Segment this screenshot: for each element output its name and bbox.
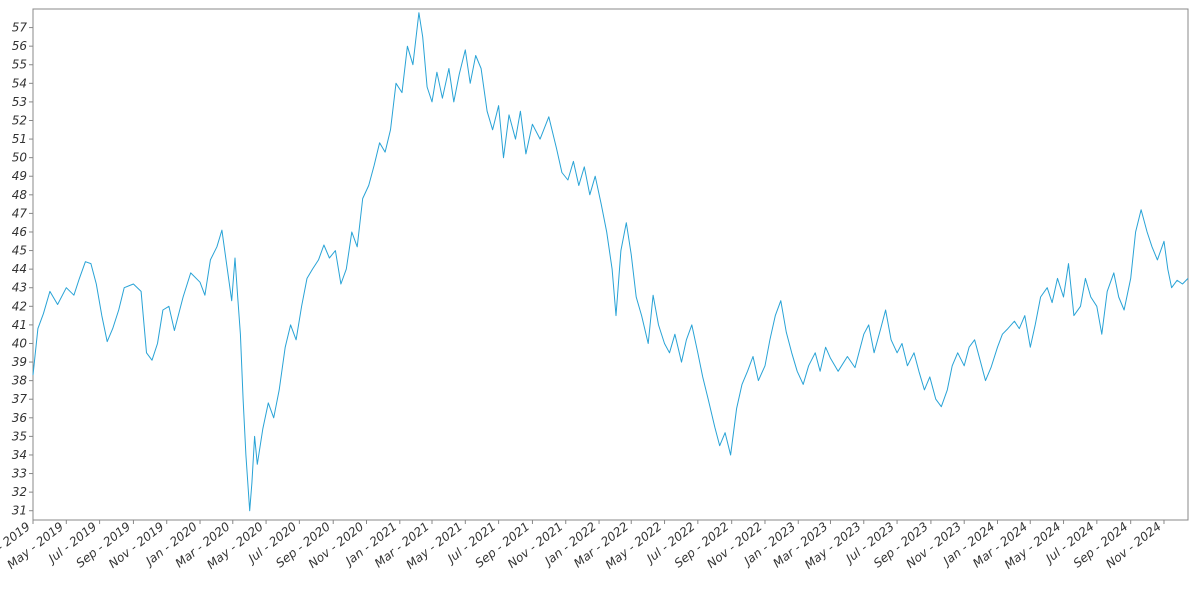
y-tick-label: 56 bbox=[12, 39, 28, 53]
y-tick-label: 38 bbox=[12, 374, 28, 388]
plot-area-frame bbox=[32, 8, 1189, 521]
y-tick-label: 33 bbox=[12, 467, 27, 481]
y-tick-label: 31 bbox=[12, 504, 27, 518]
y-tick-label: 37 bbox=[12, 392, 28, 406]
y-tick-label: 43 bbox=[12, 281, 27, 295]
y-tick-label: 41 bbox=[12, 318, 27, 332]
y-tick-label: 51 bbox=[12, 132, 27, 146]
y-tick-label: 55 bbox=[12, 58, 27, 72]
y-tick-label: 50 bbox=[12, 151, 28, 165]
y-tick-label: 44 bbox=[12, 262, 27, 276]
y-tick-label: 34 bbox=[12, 448, 27, 462]
y-axis: 31 32 33 34 35 36 37 38 39 40 41 42 43 44 45 46 47 48 49 50… bbox=[12, 21, 33, 518]
y-tick-label: 49 bbox=[12, 169, 27, 183]
y-tick-label: 42 bbox=[12, 299, 27, 313]
series-line-0 bbox=[32, 12, 1189, 512]
y-tick-label: 35 bbox=[12, 429, 27, 443]
y-tick-label: 48 bbox=[12, 188, 28, 202]
y-tick-label: 53 bbox=[12, 95, 27, 109]
y-tick-label: 46 bbox=[12, 225, 28, 239]
y-tick-label: 39 bbox=[12, 355, 27, 369]
y-tick-label: 57 bbox=[12, 21, 28, 35]
y-tick-label: 32 bbox=[12, 485, 27, 499]
y-tick-label: 47 bbox=[12, 206, 28, 220]
series-layer bbox=[32, 12, 1189, 512]
y-tick-label: 36 bbox=[12, 411, 28, 425]
y-tick-label: 40 bbox=[12, 336, 28, 350]
y-tick-label: 54 bbox=[12, 76, 27, 90]
y-tick-label: 52 bbox=[12, 113, 27, 127]
y-tick-label: 45 bbox=[12, 244, 27, 258]
